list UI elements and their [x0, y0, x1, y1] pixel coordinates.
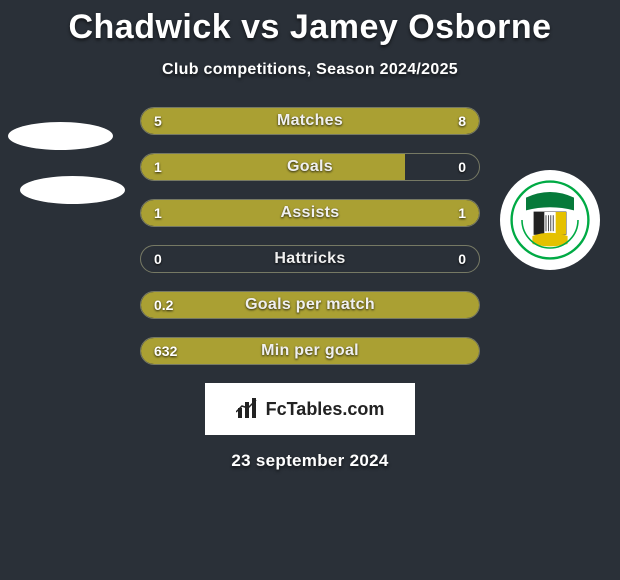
stat-row: Min per goal632: [140, 337, 480, 365]
shield-icon: [510, 180, 590, 260]
stat-fill-right: [310, 200, 479, 226]
stat-track: [140, 245, 480, 273]
stat-row: Matches58: [140, 107, 480, 135]
bars-icon: [236, 398, 260, 420]
page-title: Chadwick vs Jamey Osborne: [0, 0, 620, 47]
stat-fill-left: [141, 154, 405, 180]
fctables-logo: FcTables.com: [236, 398, 385, 420]
stat-row: Goals10: [140, 153, 480, 181]
stat-fill-left: [141, 108, 271, 134]
player-left-oval-1: [8, 122, 113, 150]
stat-row: Goals per match0.2: [140, 291, 480, 319]
subtitle: Club competitions, Season 2024/2025: [0, 61, 620, 79]
fctables-label: FcTables.com: [266, 399, 385, 420]
stat-track: [140, 337, 480, 365]
stat-track: [140, 153, 480, 181]
player-left-oval-2: [20, 176, 125, 204]
stat-row: Assists11: [140, 199, 480, 227]
stat-gap: [141, 246, 479, 272]
stat-fill-left: [141, 200, 310, 226]
club-badge-right: [500, 170, 600, 270]
stat-fill-right: [271, 108, 479, 134]
stat-track: [140, 107, 480, 135]
stat-row: Hattricks00: [140, 245, 480, 273]
stat-fill-left: [141, 338, 479, 364]
stat-gap: [405, 154, 479, 180]
stat-fill-left: [141, 292, 479, 318]
fctables-box: FcTables.com: [205, 383, 415, 435]
stat-track: [140, 199, 480, 227]
date: 23 september 2024: [0, 451, 620, 471]
stats-area: Matches58 Goals10 Assists11 Hattricks00 Goal…: [0, 107, 620, 365]
stat-track: [140, 291, 480, 319]
